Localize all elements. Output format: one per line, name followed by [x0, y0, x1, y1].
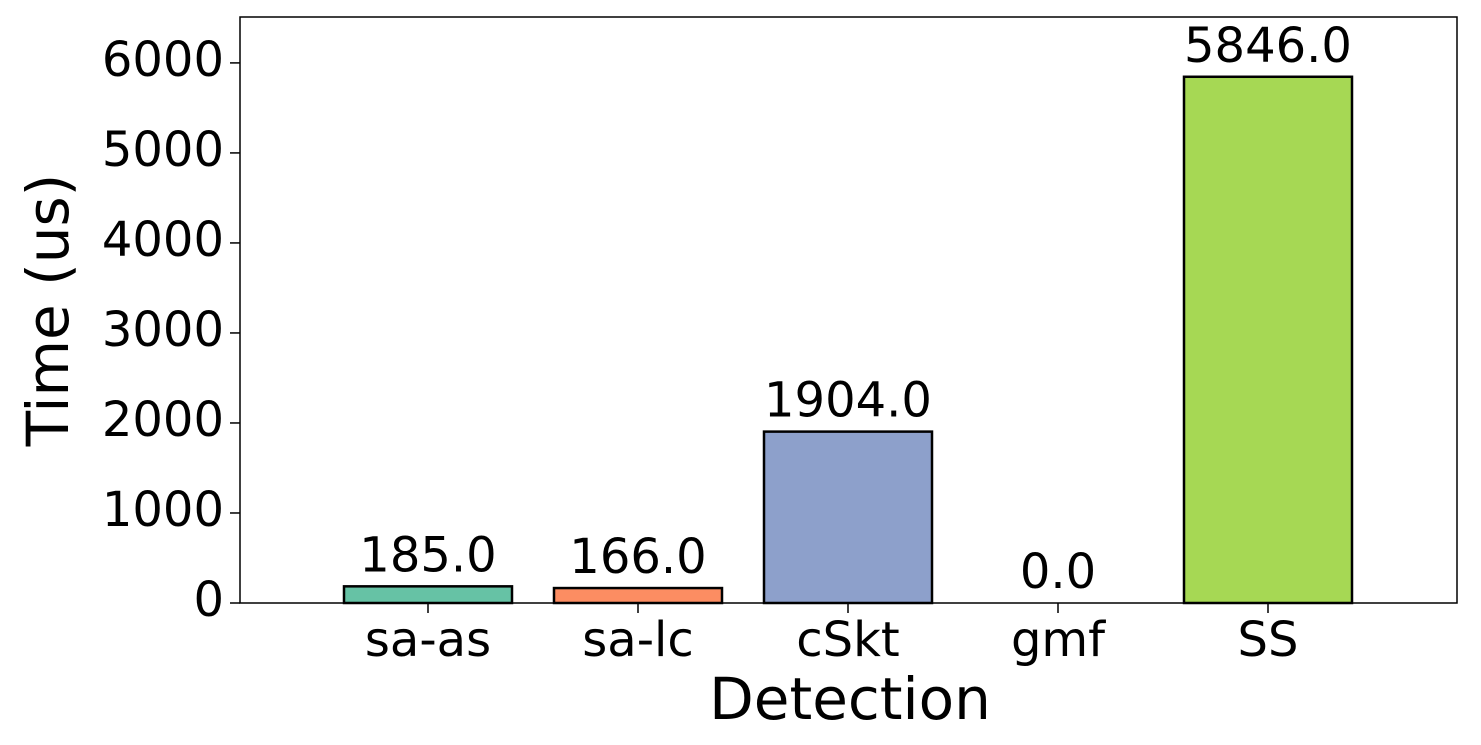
value-label: 5846.0: [1184, 18, 1352, 74]
y-tick-label: 4000: [102, 212, 224, 268]
value-label: 1904.0: [764, 373, 932, 429]
y-axis-label: Time (us): [14, 174, 82, 448]
bar: [1182, 75, 1354, 605]
x-tick-label: gmf: [1011, 612, 1106, 668]
y-tick-label: 5000: [102, 122, 224, 178]
x-tick-label: cSkt: [796, 612, 899, 668]
y-tick-label: 1000: [102, 482, 224, 538]
x-tick-label: sa-lc: [582, 612, 693, 668]
y-tick-label: 6000: [102, 32, 224, 88]
value-label: 166.0: [569, 529, 706, 585]
x-tick-label: sa-as: [365, 612, 491, 668]
y-tick-label: 3000: [102, 302, 224, 358]
plot-frame: [239, 16, 1458, 604]
bar: [342, 585, 514, 605]
x-axis-label: Detection: [709, 665, 991, 733]
x-tick-label: SS: [1238, 612, 1299, 668]
value-label: 0.0: [1020, 544, 1096, 600]
y-tick-label: 2000: [102, 392, 224, 448]
bar: [552, 586, 724, 605]
bar: [762, 430, 934, 605]
value-label: 185.0: [359, 527, 496, 583]
y-tick-label: 0: [193, 572, 224, 628]
